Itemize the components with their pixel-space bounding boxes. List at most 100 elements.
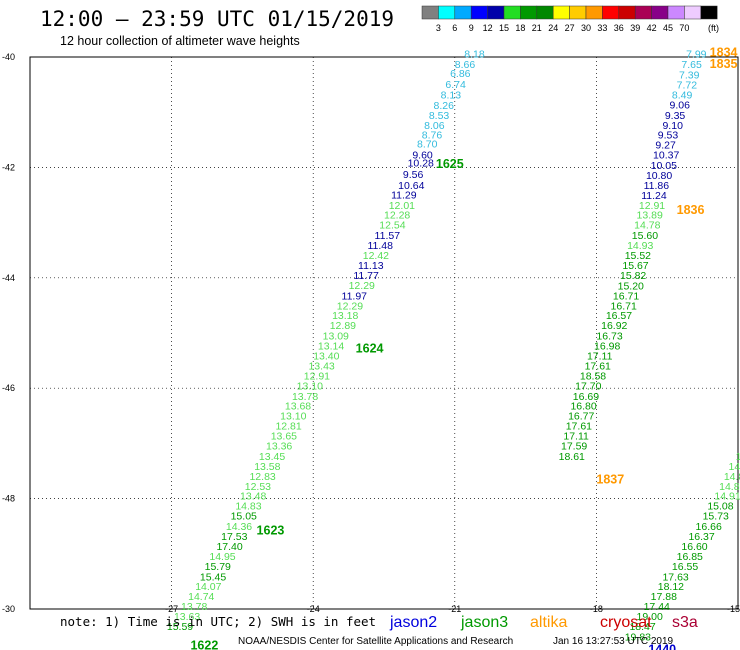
legend-tick-label: 33 <box>597 23 607 33</box>
wave-height-value: 14.74 <box>188 591 214 603</box>
wave-height-value: 9.06 <box>670 99 691 111</box>
pass-time-label: 1623 <box>257 523 285 537</box>
wave-height-value: 16.60 <box>681 541 707 553</box>
wave-height-value: 15.52 <box>625 250 651 262</box>
legend-tick-label: 30 <box>581 23 591 33</box>
x-tick-label: -21 <box>448 604 461 614</box>
legend-swatch <box>470 5 488 20</box>
wave-height-value: 8.13 <box>441 89 462 101</box>
pass-time-label: 1440 <box>648 643 676 650</box>
wave-height-value: 8.26 <box>434 100 455 112</box>
legend-swatch <box>552 5 570 20</box>
wave-height-value: 12.83 <box>249 471 275 483</box>
legend-swatch <box>569 5 587 20</box>
wave-height-value: 16.98 <box>594 341 620 353</box>
wave-height-value: 10.37 <box>653 150 679 162</box>
wave-height-value: 8.06 <box>424 120 445 132</box>
legend-tick-label: 15 <box>499 23 509 33</box>
satellite-legend: jason2 jason3 altika cryosat s3a <box>389 614 698 631</box>
wave-height-value: 7.39 <box>679 70 700 82</box>
legend-tick-label: 45 <box>663 23 673 33</box>
wave-height-value: 13.14 <box>318 341 344 353</box>
wave-height-value: 16.66 <box>696 521 722 533</box>
wave-height-value: 19.00 <box>637 611 663 623</box>
wave-height-value: 14.83 <box>235 501 261 513</box>
page-title: 12:00 — 23:59 UTC 01/15/2019 <box>40 7 394 31</box>
pass-time-label: 1624 <box>356 341 384 355</box>
wave-height-value: 13.43 <box>308 360 334 372</box>
wave-height-value: 18.58 <box>580 370 606 382</box>
wave-height-value: 13.65 <box>271 431 297 443</box>
footer-note: note: 1) Time is in UTC; 2) SWH is in fe… <box>60 614 376 629</box>
wave-height-value: 7.99 <box>686 49 707 61</box>
wave-height-value: 17.11 <box>563 431 589 443</box>
wave-height-value: 18.47 <box>629 621 655 633</box>
wave-height-value: 9.56 <box>403 169 424 181</box>
wave-height-value: 16.55 <box>672 561 698 573</box>
satellite-name: s3a <box>672 614 698 631</box>
legend-tick-label: 27 <box>565 23 575 33</box>
legend-swatch <box>651 5 669 20</box>
legend-unit-label: (ft) <box>708 23 719 33</box>
wave-height-value: 12.54 <box>379 220 405 232</box>
wave-height-value: 7.72 <box>677 79 698 91</box>
wave-height-value: 8.49 <box>672 89 693 101</box>
wave-height-value: 15.59 <box>167 621 193 633</box>
wave-height-value: 8.66 <box>455 59 476 71</box>
wave-height-value: 13.78 <box>292 391 318 403</box>
x-tick-label: -27 <box>165 604 178 614</box>
wave-height-value: 14.93 <box>627 240 653 252</box>
wave-height-value: 13.10 <box>297 380 323 392</box>
legend-tick-label: 42 <box>647 23 657 33</box>
wave-height-value: 11.24 <box>641 190 667 202</box>
wave-height-value: 16.57 <box>606 310 632 322</box>
wave-height-value: 15.20 <box>618 280 644 292</box>
wave-height-value: 14.87 <box>719 481 740 493</box>
wave-height-value: 17.61 <box>585 360 611 372</box>
wave-height-value: 13.78 <box>181 601 207 613</box>
wave-height-value: 11.86 <box>644 180 670 192</box>
wave-height-value: 12.91 <box>639 200 665 212</box>
wave-height-value: 14.35 <box>729 461 740 473</box>
wave-height-value: 16.71 <box>613 290 639 302</box>
wave-height-value: 17.44 <box>644 601 670 613</box>
wave-height-value: 8.53 <box>429 110 450 122</box>
pass-time-label: 1835 <box>710 57 738 71</box>
wave-height-value: 9.53 <box>658 130 679 142</box>
wave-height-value: 15.79 <box>205 561 231 573</box>
wave-height-value: 10.64 <box>398 180 424 192</box>
wave-height-value: 12.28 <box>384 210 410 222</box>
wave-height-value: 6.74 <box>445 79 466 91</box>
wave-height-value: 15.67 <box>622 260 648 272</box>
wave-height-value: 12.01 <box>389 200 415 212</box>
wave-height-value: 16.69 <box>573 391 599 403</box>
wave-height-value: 9.10 <box>662 120 683 132</box>
wave-height-value: 6.86 <box>450 68 471 80</box>
wave-height-value: 14.5 <box>736 451 740 463</box>
x-tick-label: -24 <box>307 604 320 614</box>
legend-tick-label: 6 <box>452 23 457 33</box>
wave-height-value: 13.48 <box>240 491 266 503</box>
legend-tick-label: 70 <box>679 23 689 33</box>
footer-credit: NOAA/NESDIS Center for Satellite Applica… <box>238 636 513 647</box>
wave-height-value: 14.91 <box>714 491 740 503</box>
wave-height-value: 13.63 <box>174 611 200 623</box>
y-tick-label: -44 <box>2 273 15 283</box>
wave-height-value: 12.29 <box>349 280 375 292</box>
wave-height-value: 11.29 <box>391 189 417 201</box>
wave-height-value: 8.18 <box>464 49 485 61</box>
legend-swatch <box>454 5 472 20</box>
wave-height-value: 18.61 <box>559 451 585 463</box>
wave-height-value: 14.88 <box>724 471 740 483</box>
wave-height-value: 12.81 <box>275 421 301 433</box>
legend-swatch <box>487 5 505 20</box>
wave-height-value: 16.37 <box>688 531 714 543</box>
wave-height-value: 9.27 <box>655 140 676 152</box>
wave-height-value: 9.35 <box>665 110 686 122</box>
satellite-name: jason2 <box>389 614 437 631</box>
satellite-name: cryosat <box>600 614 652 631</box>
y-tick-label: -40 <box>2 52 15 62</box>
wave-height-value: 12.89 <box>330 320 356 332</box>
wave-height-value: 16.71 <box>611 300 637 312</box>
wave-height-value: 17.61 <box>566 421 592 433</box>
